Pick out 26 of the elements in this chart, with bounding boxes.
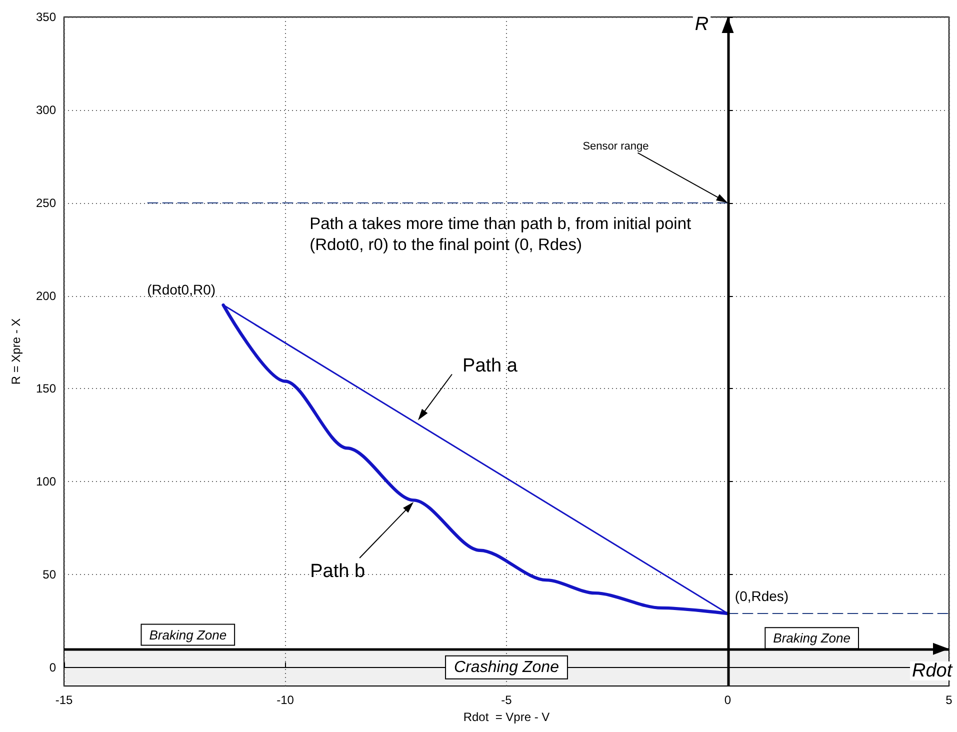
x-tick-label: 0 — [724, 693, 732, 707]
y-tick-label: 350 — [36, 10, 56, 24]
x-tick-label: -5 — [501, 693, 512, 707]
annotation: (Rdot0,R0) — [147, 282, 216, 298]
y-tick-label: 150 — [36, 382, 56, 396]
y-axis-title: R = Xpre - X — [9, 318, 23, 385]
annotation: Path a — [462, 355, 518, 376]
ref-line-label: Rdot — [912, 660, 953, 682]
annotation: Path b — [310, 561, 366, 582]
annotation: Braking Zone — [773, 630, 850, 646]
y-tick-label: 200 — [36, 288, 56, 303]
annotation: (0,Rdes) — [734, 588, 789, 604]
y-tick-label: 100 — [36, 474, 56, 489]
x-tick-label: -15 — [55, 693, 73, 707]
x-axis-title: Rdot = Vpre - V — [463, 710, 550, 724]
y-tick-label: 50 — [42, 568, 56, 582]
x-tick-label: -10 — [276, 693, 294, 707]
annotation: Sensor range — [582, 140, 649, 153]
band-label: Crashing Zone — [454, 658, 560, 676]
y-tick-label: 250 — [36, 196, 56, 210]
y-tick-label: 0 — [49, 660, 56, 674]
annotation: Path a takes more time than path b, from initial point (Rdot0, r0) to the final point (0, Rdes) — [310, 214, 692, 256]
ref-line-label: R — [694, 14, 709, 35]
annotation: Braking Zone — [149, 627, 227, 642]
y-tick-label: 300 — [36, 102, 56, 117]
x-tick-label: 5 — [946, 693, 953, 707]
